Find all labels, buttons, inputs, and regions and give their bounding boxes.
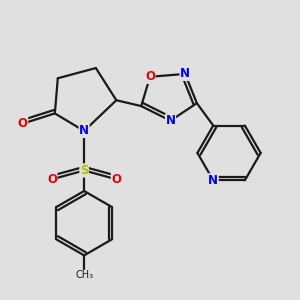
Text: N: N (79, 124, 89, 137)
Text: N: N (166, 114, 176, 127)
Text: O: O (111, 173, 121, 186)
Text: O: O (18, 117, 28, 130)
Text: S: S (80, 164, 88, 177)
Text: O: O (47, 173, 57, 186)
Text: N: N (208, 174, 218, 187)
Text: O: O (145, 70, 155, 83)
Text: CH₃: CH₃ (75, 270, 93, 280)
Text: N: N (180, 68, 190, 80)
